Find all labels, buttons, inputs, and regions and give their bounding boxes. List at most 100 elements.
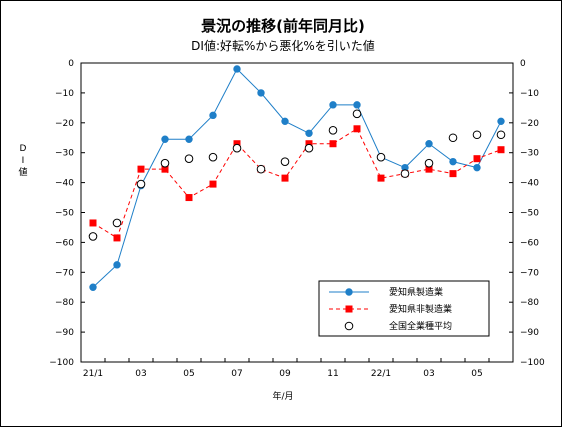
chart-title: 景況の推移(前年同月比) — [201, 17, 365, 35]
series-1-point — [257, 89, 265, 97]
y-tick-label-right: −60 — [520, 238, 539, 248]
y-tick-label-left: −30 — [55, 149, 74, 159]
series-3-point — [328, 125, 338, 135]
series-1-point — [329, 101, 337, 109]
series-2-point — [233, 140, 241, 148]
series-3-point — [112, 218, 122, 228]
x-tick-label: 03 — [135, 369, 146, 379]
series-1-point — [473, 163, 481, 172]
y-tick-label-right: −10 — [520, 89, 539, 99]
series-3-point — [376, 152, 386, 162]
x-tick-label: 07 — [231, 369, 242, 379]
y-tick-label-left: −80 — [55, 298, 74, 308]
legend-marker — [344, 321, 354, 331]
series-2-point — [185, 194, 193, 202]
series-1-line — [92, 68, 502, 288]
series-2 — [89, 125, 505, 242]
x-axis-label: 年/月 — [272, 390, 293, 402]
y-tick-label-left: −60 — [55, 238, 74, 248]
series-1 — [89, 65, 505, 291]
y-tick-label-left: −20 — [55, 119, 74, 129]
series-2-point — [449, 170, 457, 178]
series-3-point — [160, 158, 170, 168]
series-2-point — [425, 165, 433, 173]
series-1-point — [425, 140, 433, 148]
y-tick-label-left: −100 — [49, 358, 74, 368]
series-1-point — [89, 283, 97, 291]
series-3-point — [424, 158, 434, 168]
series-1-point — [161, 135, 169, 143]
y-tick-label-right: −40 — [520, 179, 539, 189]
y-tick-label-right: 0 — [520, 59, 526, 69]
series-3-point — [280, 157, 290, 166]
series-1-point — [209, 111, 217, 120]
series-2-point — [161, 165, 169, 173]
legend-label: 全国全業種平均 — [389, 320, 452, 332]
y-axis-label-char: D — [20, 144, 27, 154]
series-1-point — [233, 65, 241, 73]
series-1-point — [185, 135, 193, 143]
series-3 — [88, 109, 506, 241]
series-3-point — [472, 130, 482, 140]
series-3-point — [232, 143, 242, 153]
legend-label: 愛知県非製造業 — [389, 303, 452, 315]
series-1-point — [353, 101, 361, 109]
series-2-point — [497, 146, 505, 154]
series-3-point — [88, 232, 98, 241]
series-3-point — [304, 143, 314, 153]
legend-marker — [345, 288, 353, 296]
x-tick-label: 03 — [423, 369, 434, 379]
series-2-point — [353, 125, 361, 133]
y-tick-label-right: −90 — [520, 328, 539, 338]
series-2-point — [377, 174, 385, 182]
series-2-point — [473, 155, 481, 163]
y-tick-label-right: −20 — [520, 119, 539, 129]
y-tick-label-left: −10 — [55, 89, 74, 99]
series-3-point — [496, 130, 506, 140]
y-tick-label-left: −40 — [55, 179, 74, 189]
series-2-point — [329, 140, 337, 148]
series-3-point — [448, 133, 458, 143]
series-1-point — [497, 117, 505, 126]
y-tick-label-left: −50 — [55, 209, 74, 219]
series-2-point — [89, 219, 97, 227]
y-tick-label-left: −90 — [55, 328, 74, 338]
series-1-point — [113, 261, 121, 269]
series-3-point — [256, 164, 266, 174]
series-1-point — [305, 129, 313, 137]
y-tick-label-right: −80 — [520, 298, 539, 308]
series-3-point — [352, 109, 362, 119]
series-1-point — [449, 157, 457, 166]
y-tick-label-right: −70 — [520, 268, 539, 278]
y-axis-label-char: 値 — [18, 166, 27, 178]
series-layer — [88, 65, 506, 291]
y-axis-label-char: I — [22, 156, 25, 166]
chart-subtitle: DI値:好転%から悪化%を引いた値 — [191, 38, 375, 53]
x-tick-label: 11 — [327, 369, 338, 379]
series-2-point — [137, 165, 145, 173]
x-tick-label: 05 — [471, 369, 482, 379]
legend-label: 愛知県製造業 — [389, 286, 443, 298]
series-2-point — [305, 140, 313, 148]
series-3-point — [184, 154, 194, 163]
y-tick-label-right: −30 — [520, 149, 539, 159]
x-tick-label: 09 — [279, 369, 291, 379]
series-1-point — [281, 117, 289, 126]
y-tick-label-left: −70 — [55, 268, 74, 278]
y-tick-label-left: 0 — [68, 59, 74, 69]
series-2-point — [113, 234, 121, 242]
x-tick-label: 22/1 — [371, 369, 391, 379]
y-tick-label-right: −50 — [520, 209, 539, 219]
series-2-point — [209, 180, 217, 188]
series-2-line — [92, 128, 502, 239]
axes: 0 0 −10 −10 −20 −20 −30 −30 −40 −40 −50 −50 −60 −60 −7… — [49, 59, 545, 379]
series-3-point — [208, 152, 218, 162]
series-3-point — [136, 179, 146, 189]
x-tick-label: 21/1 — [83, 369, 103, 379]
x-tick-label: 05 — [183, 369, 194, 379]
series-2-point — [281, 174, 289, 182]
